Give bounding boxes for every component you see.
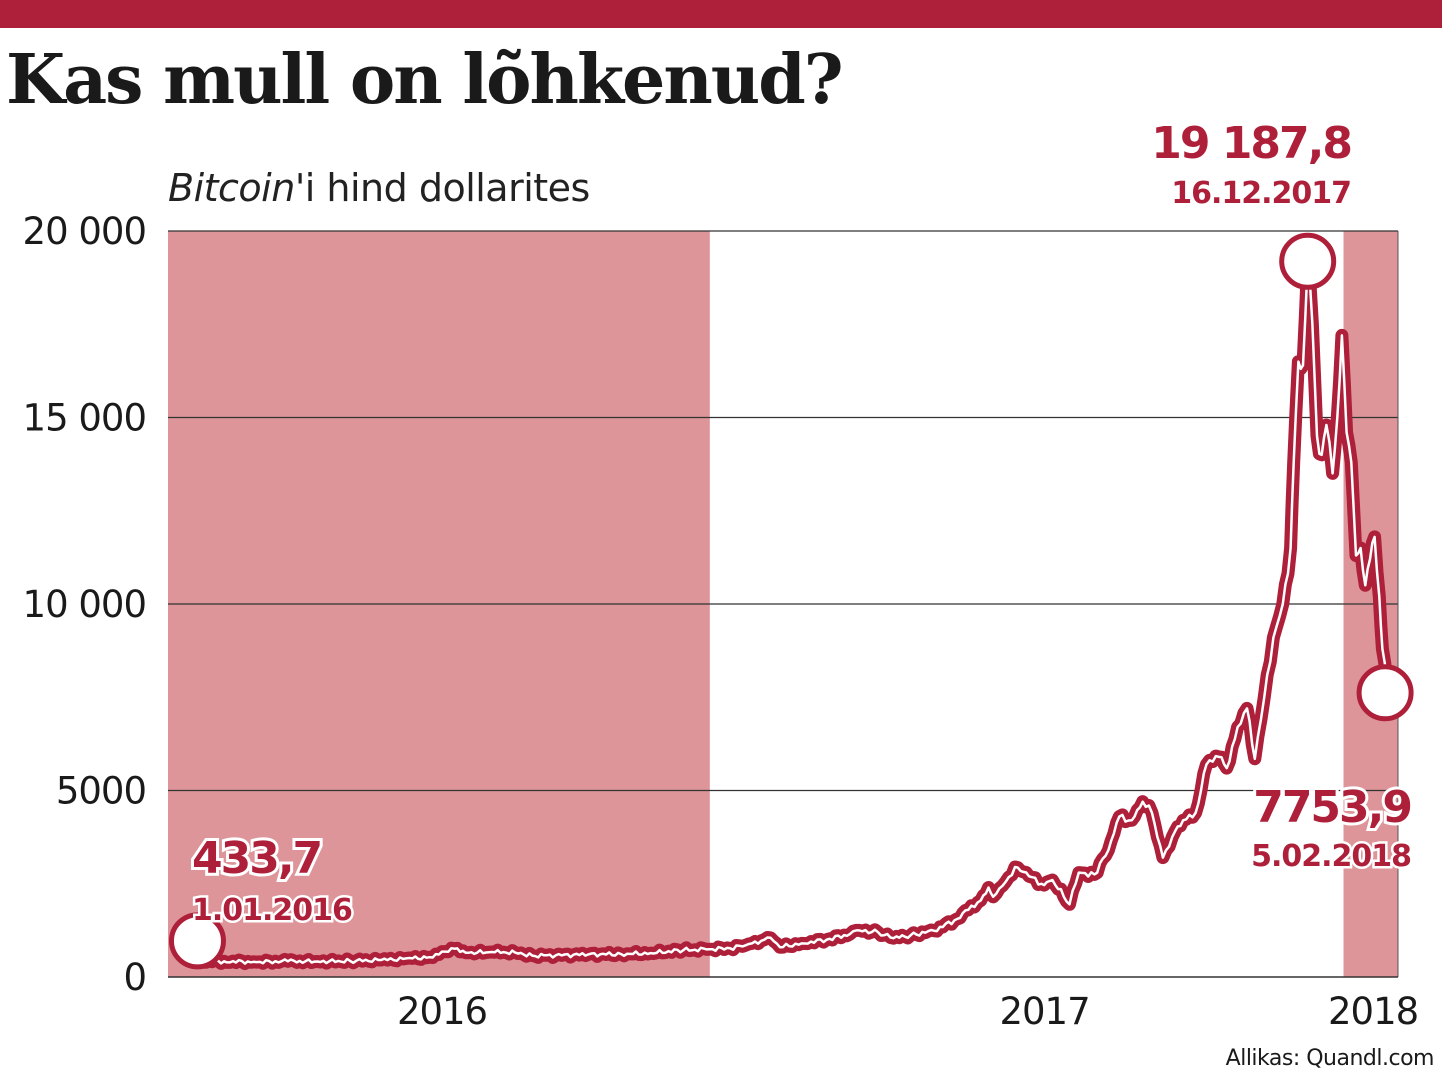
price-line-core bbox=[194, 260, 1389, 965]
start-value-label: 433,7 bbox=[192, 833, 321, 884]
end-value-label: 7753,9 bbox=[1253, 782, 1411, 833]
start-date-label: 1.01.2016 bbox=[192, 893, 352, 928]
end-marker bbox=[1356, 664, 1414, 722]
y-tick-label: 0 bbox=[123, 956, 146, 999]
subtitle-rest: 'i hind dollarites bbox=[294, 166, 591, 210]
x-tick-label: 2017 bbox=[999, 990, 1089, 1033]
peak-marker bbox=[1279, 232, 1337, 290]
x-tick-label: 2016 bbox=[397, 990, 487, 1033]
chart-title: Kas mull on lõhkenud? bbox=[6, 40, 844, 120]
y-tick-label: 15 000 bbox=[23, 397, 146, 440]
y-tick-label: 20 000 bbox=[23, 210, 146, 253]
end-date-label: 5.02.2018 bbox=[1251, 839, 1411, 874]
top-accent-bar bbox=[0, 0, 1442, 28]
y-tick-label: 5000 bbox=[56, 770, 146, 813]
x-tick-label: 2018 bbox=[1328, 990, 1418, 1033]
start-marker bbox=[168, 912, 226, 970]
y-tick-label: 10 000 bbox=[23, 583, 146, 626]
peak-date-label: 16.12.2017 bbox=[1171, 176, 1351, 211]
chart-subtitle: Bitcoin'i hind dollarites bbox=[168, 166, 590, 210]
peak-value-label: 19 187,8 bbox=[1151, 118, 1351, 169]
subtitle-italic: Bitcoin bbox=[168, 166, 295, 210]
source-credit: Allikas: Quandl.com bbox=[1225, 1046, 1435, 1071]
